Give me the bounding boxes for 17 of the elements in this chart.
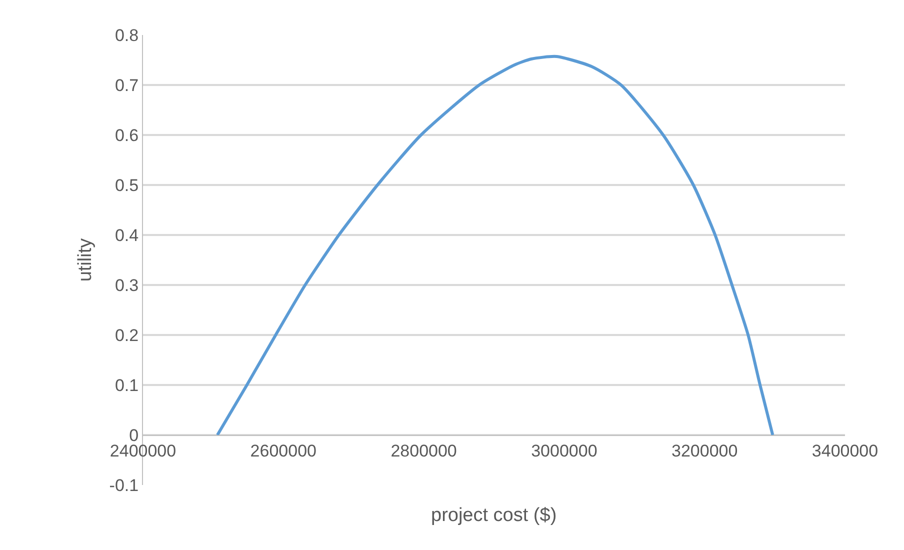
y-tick-label: 0.3 (114, 276, 139, 295)
y-tick-label: 0.1 (114, 376, 139, 395)
y-tick-label: 0.7 (114, 76, 139, 95)
y-tick-label: 0.8 (114, 26, 139, 45)
x-tick-label: 3000000 (531, 441, 598, 460)
y-tick-label: 0.6 (114, 126, 139, 145)
y-tick-label: 0.4 (114, 226, 139, 245)
y-tick-label: 0.5 (114, 176, 139, 195)
x-tick-label: 3400000 (812, 441, 878, 460)
x-tick-label: 2600000 (250, 441, 316, 460)
y-tick-label: -0.1 (109, 476, 139, 495)
y-tick-label: 0.2 (114, 326, 139, 345)
y-axis-title: utility (75, 238, 96, 282)
x-axis-title: project cost ($) (431, 505, 557, 526)
line-series (216, 55, 774, 436)
x-tick-label: 2800000 (390, 441, 457, 460)
x-tick-label: 3200000 (672, 441, 738, 460)
